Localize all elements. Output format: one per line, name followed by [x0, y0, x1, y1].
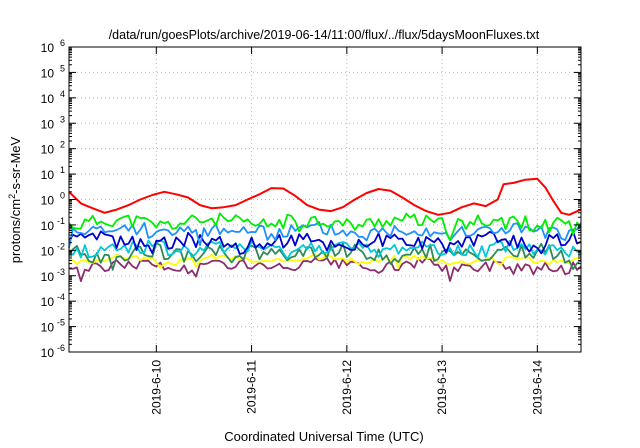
grid [69, 47, 581, 352]
x-tick-label: 2019-6-12 [340, 360, 354, 415]
y-tick-label: 10 -5 [41, 318, 65, 335]
y-tick-label: 10 6 [41, 38, 65, 55]
x-tick-label: 2019-6-13 [435, 360, 449, 415]
x-tick-label: 2019-6-11 [245, 360, 259, 414]
y-tick-label: 10 2 [41, 140, 65, 157]
series-line [68, 212, 582, 242]
y-tick-label: 10 1 [41, 165, 65, 182]
series-line [68, 230, 582, 255]
x-tick-label: 2019-6-10 [149, 360, 163, 415]
chart-title: /data/run/goesPlots/archive/2019-06-14/1… [109, 28, 540, 42]
y-tick-label: 10 3 [41, 114, 65, 131]
series-line [68, 253, 582, 269]
series-line [68, 221, 582, 248]
y-tick-label: 10 -3 [41, 267, 65, 284]
y-tick-label: 10 -2 [41, 241, 65, 258]
series-group [68, 177, 582, 282]
x-tick-labels: 2019-6-10 2019-6-11 2019-6-12 2019-6-13 2019… [149, 360, 544, 415]
y-tick-labels: 10 -6 10 -5 10 -4 10 -3 10 -2 10 -1 10 0 10 1 10 2 10 3 10 4 1… [41, 38, 65, 360]
y-tick-label: 10 -6 [41, 343, 65, 360]
y-tick-label: 10 -1 [41, 216, 65, 233]
y-axis-title: protons/cm2-s-sr-MeV [7, 136, 23, 263]
x-axis-title: Coordinated Universal Time (UTC) [224, 429, 423, 444]
y-tick-label: 10 4 [41, 89, 65, 106]
x-tick-label: 2019-6-14 [530, 360, 544, 415]
y-axis-title-post: -s-sr-MeV [8, 136, 23, 193]
y-tick-label: 10 -4 [41, 292, 65, 309]
y-tick-label: 10 5 [41, 63, 65, 80]
series-line [68, 242, 582, 271]
y-axis-title-sup: 2 [7, 194, 17, 199]
y-axis-title-pre: protons/cm [8, 199, 23, 263]
axis-ticks [69, 46, 581, 353]
series-line [68, 177, 582, 216]
y-tick-label: 10 0 [41, 191, 65, 208]
